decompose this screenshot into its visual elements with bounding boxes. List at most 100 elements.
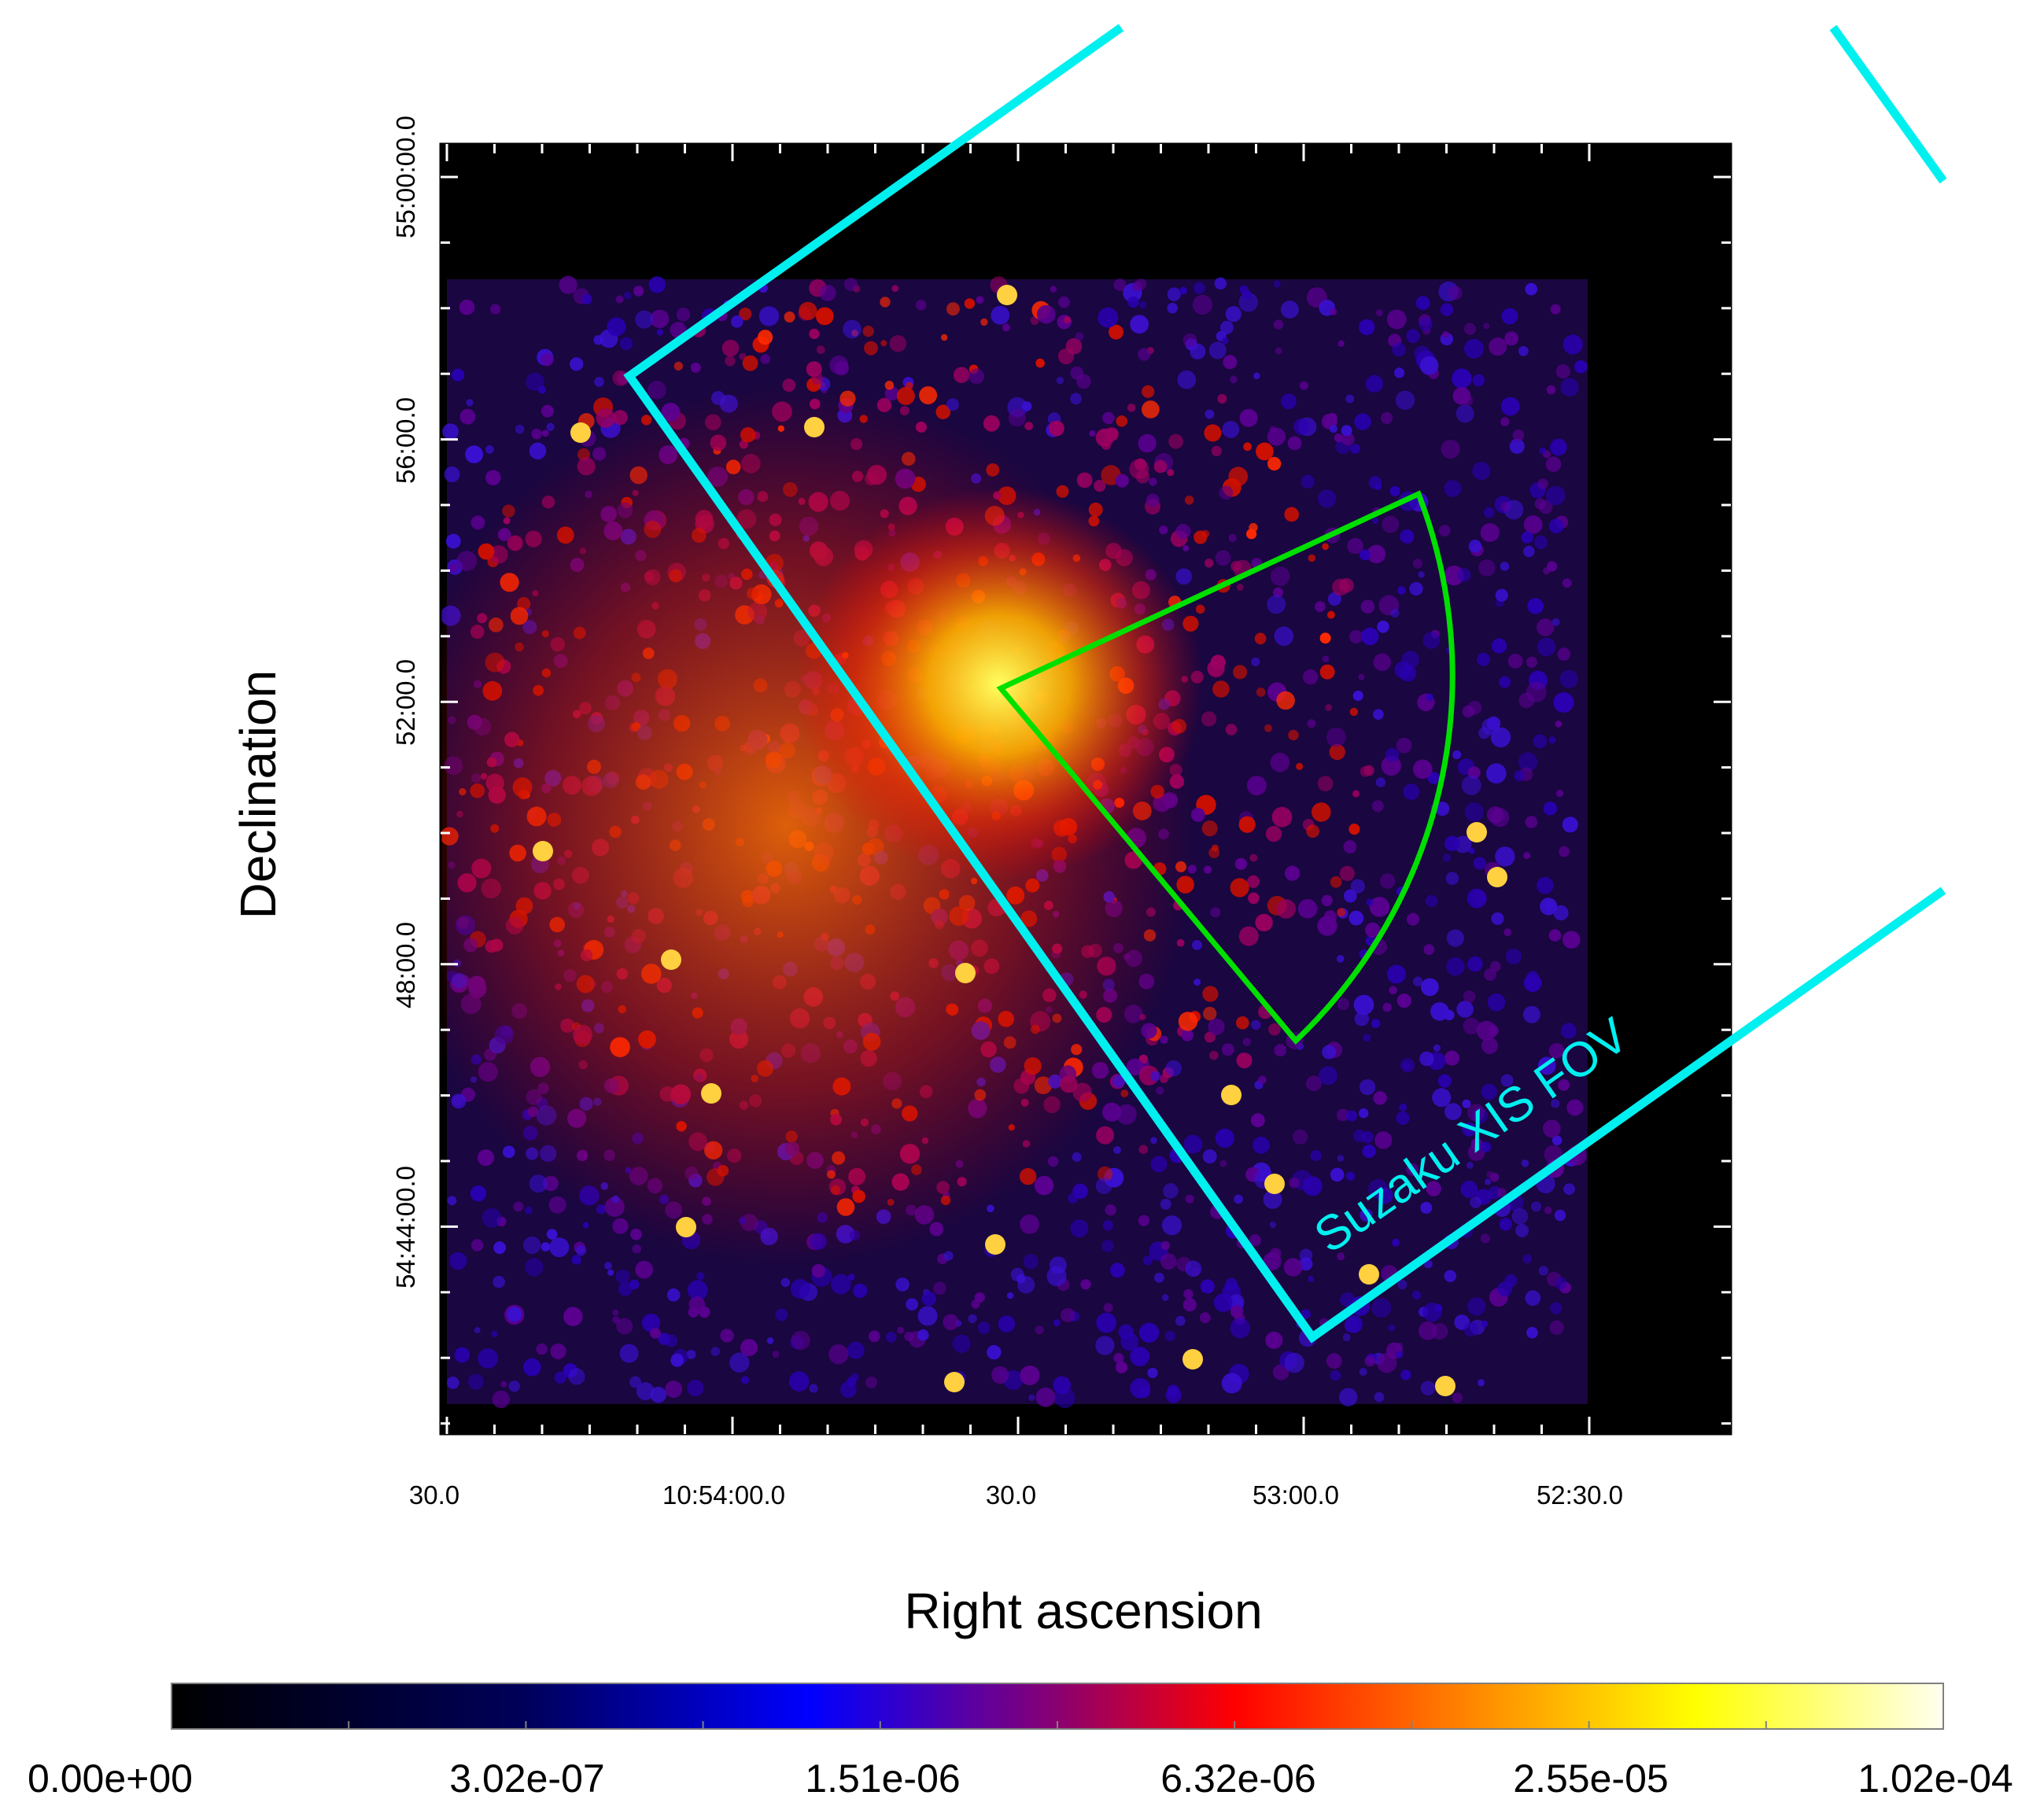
noise-blob [1467, 956, 1483, 972]
noise-blob [673, 361, 684, 371]
noise-blob [1546, 385, 1556, 395]
colorbar-ticks [348, 1721, 1767, 1729]
noise-blob [536, 1343, 548, 1355]
noise-blob [445, 533, 461, 549]
noise-blob [546, 1229, 558, 1240]
noise-blob [725, 356, 736, 367]
noise-blob [895, 1277, 909, 1292]
noise-blob [1374, 1392, 1385, 1403]
noise-blob [710, 1347, 721, 1356]
noise-blob [1264, 724, 1272, 732]
noise-blob [1478, 559, 1496, 577]
sector-region [996, 490, 1456, 1045]
noise-blob [1153, 459, 1168, 474]
noise-blob [1444, 1050, 1459, 1066]
noise-blob [1467, 888, 1487, 909]
noise-blob [1350, 879, 1365, 894]
noise-blob [1464, 802, 1484, 822]
noise-blob [1322, 1045, 1337, 1060]
x-tick-label: 53:00.0 [1253, 1480, 1339, 1510]
plot-frame [439, 142, 1732, 1436]
noise-blob [1481, 718, 1499, 735]
noise-blob [687, 1280, 708, 1301]
noise-blob [1249, 1234, 1261, 1247]
noise-blob [720, 1329, 734, 1343]
noise-blob [1256, 442, 1274, 461]
noise-blob [880, 340, 887, 347]
noise-blob [607, 317, 626, 337]
noise-blob [1480, 523, 1500, 542]
noise-blob [1437, 1074, 1452, 1088]
noise-blob [604, 1262, 612, 1270]
noise-blob [1020, 1214, 1039, 1234]
noise-blob [1386, 309, 1407, 330]
suzaku-fov-box [623, 24, 1946, 1344]
noise-blob [1476, 1020, 1497, 1041]
noise-blob [1118, 1324, 1134, 1340]
y-tick-label: 52:00.0 [391, 659, 420, 746]
noise-blob [1442, 330, 1449, 338]
noise-blob [1194, 530, 1207, 544]
noise-blob [819, 284, 836, 301]
noise-blob [1035, 1387, 1056, 1407]
noise-blob [1056, 485, 1069, 498]
noise-blob [1115, 1361, 1127, 1373]
noise-blob [1521, 1159, 1529, 1167]
noise-blob [1008, 409, 1026, 427]
noise-blob [1467, 700, 1482, 715]
noise-blob [1555, 364, 1570, 379]
point-source [955, 963, 976, 983]
noise-blob [1230, 560, 1242, 572]
noise-blob [1406, 1163, 1419, 1176]
noise-blob [1504, 331, 1519, 346]
noise-blob [507, 1307, 522, 1322]
noise-blob [921, 1291, 937, 1307]
noise-blob [1500, 1074, 1514, 1087]
noise-blob [1543, 567, 1551, 575]
point-source [944, 1372, 965, 1392]
noise-blob [987, 1344, 1002, 1360]
noise-blob [1548, 929, 1562, 942]
noise-blob [1342, 1333, 1351, 1342]
noise-blob [1225, 306, 1242, 323]
noise-blob [1177, 370, 1197, 389]
noise-blob [1167, 469, 1175, 477]
noise-blob [1372, 518, 1379, 525]
noise-blob [1444, 1103, 1462, 1120]
noise-blob [1511, 1208, 1529, 1225]
noise-blob [1246, 776, 1267, 796]
noise-blob [1473, 857, 1487, 870]
noise-blob [1460, 1180, 1478, 1198]
noise-blob [1070, 1219, 1089, 1238]
noise-blob [1156, 1086, 1164, 1095]
point-source [1264, 1174, 1285, 1194]
noise-blob [1113, 1352, 1124, 1364]
noise-blob [1329, 743, 1345, 761]
noise-blob [541, 429, 549, 437]
noise-blob [1167, 302, 1178, 314]
noise-blob [941, 334, 948, 341]
noise-blob [1352, 790, 1360, 798]
noise-blob [665, 1381, 683, 1398]
noise-blob [1230, 1318, 1251, 1339]
noise-blob [1463, 1322, 1479, 1337]
noise-blob [885, 1332, 897, 1343]
noise-blob [1457, 568, 1471, 582]
noise-blob [1533, 734, 1548, 749]
noise-blob [1210, 654, 1226, 670]
noise-blob [492, 1390, 510, 1409]
noise-blob [444, 466, 460, 482]
noise-blob [618, 1281, 633, 1296]
noise-blob [1546, 485, 1566, 506]
noise-blob [1222, 421, 1240, 438]
x-tick-label: 10:54:00.0 [662, 1480, 785, 1510]
noise-blob [1234, 1194, 1243, 1204]
noise-blob [758, 330, 773, 345]
noise-blob [742, 355, 758, 371]
noise-blob [546, 422, 555, 431]
noise-blob [1553, 905, 1569, 921]
noise-blob [1381, 755, 1402, 776]
noise-blob [1238, 926, 1259, 946]
noise-blob [1302, 669, 1319, 685]
